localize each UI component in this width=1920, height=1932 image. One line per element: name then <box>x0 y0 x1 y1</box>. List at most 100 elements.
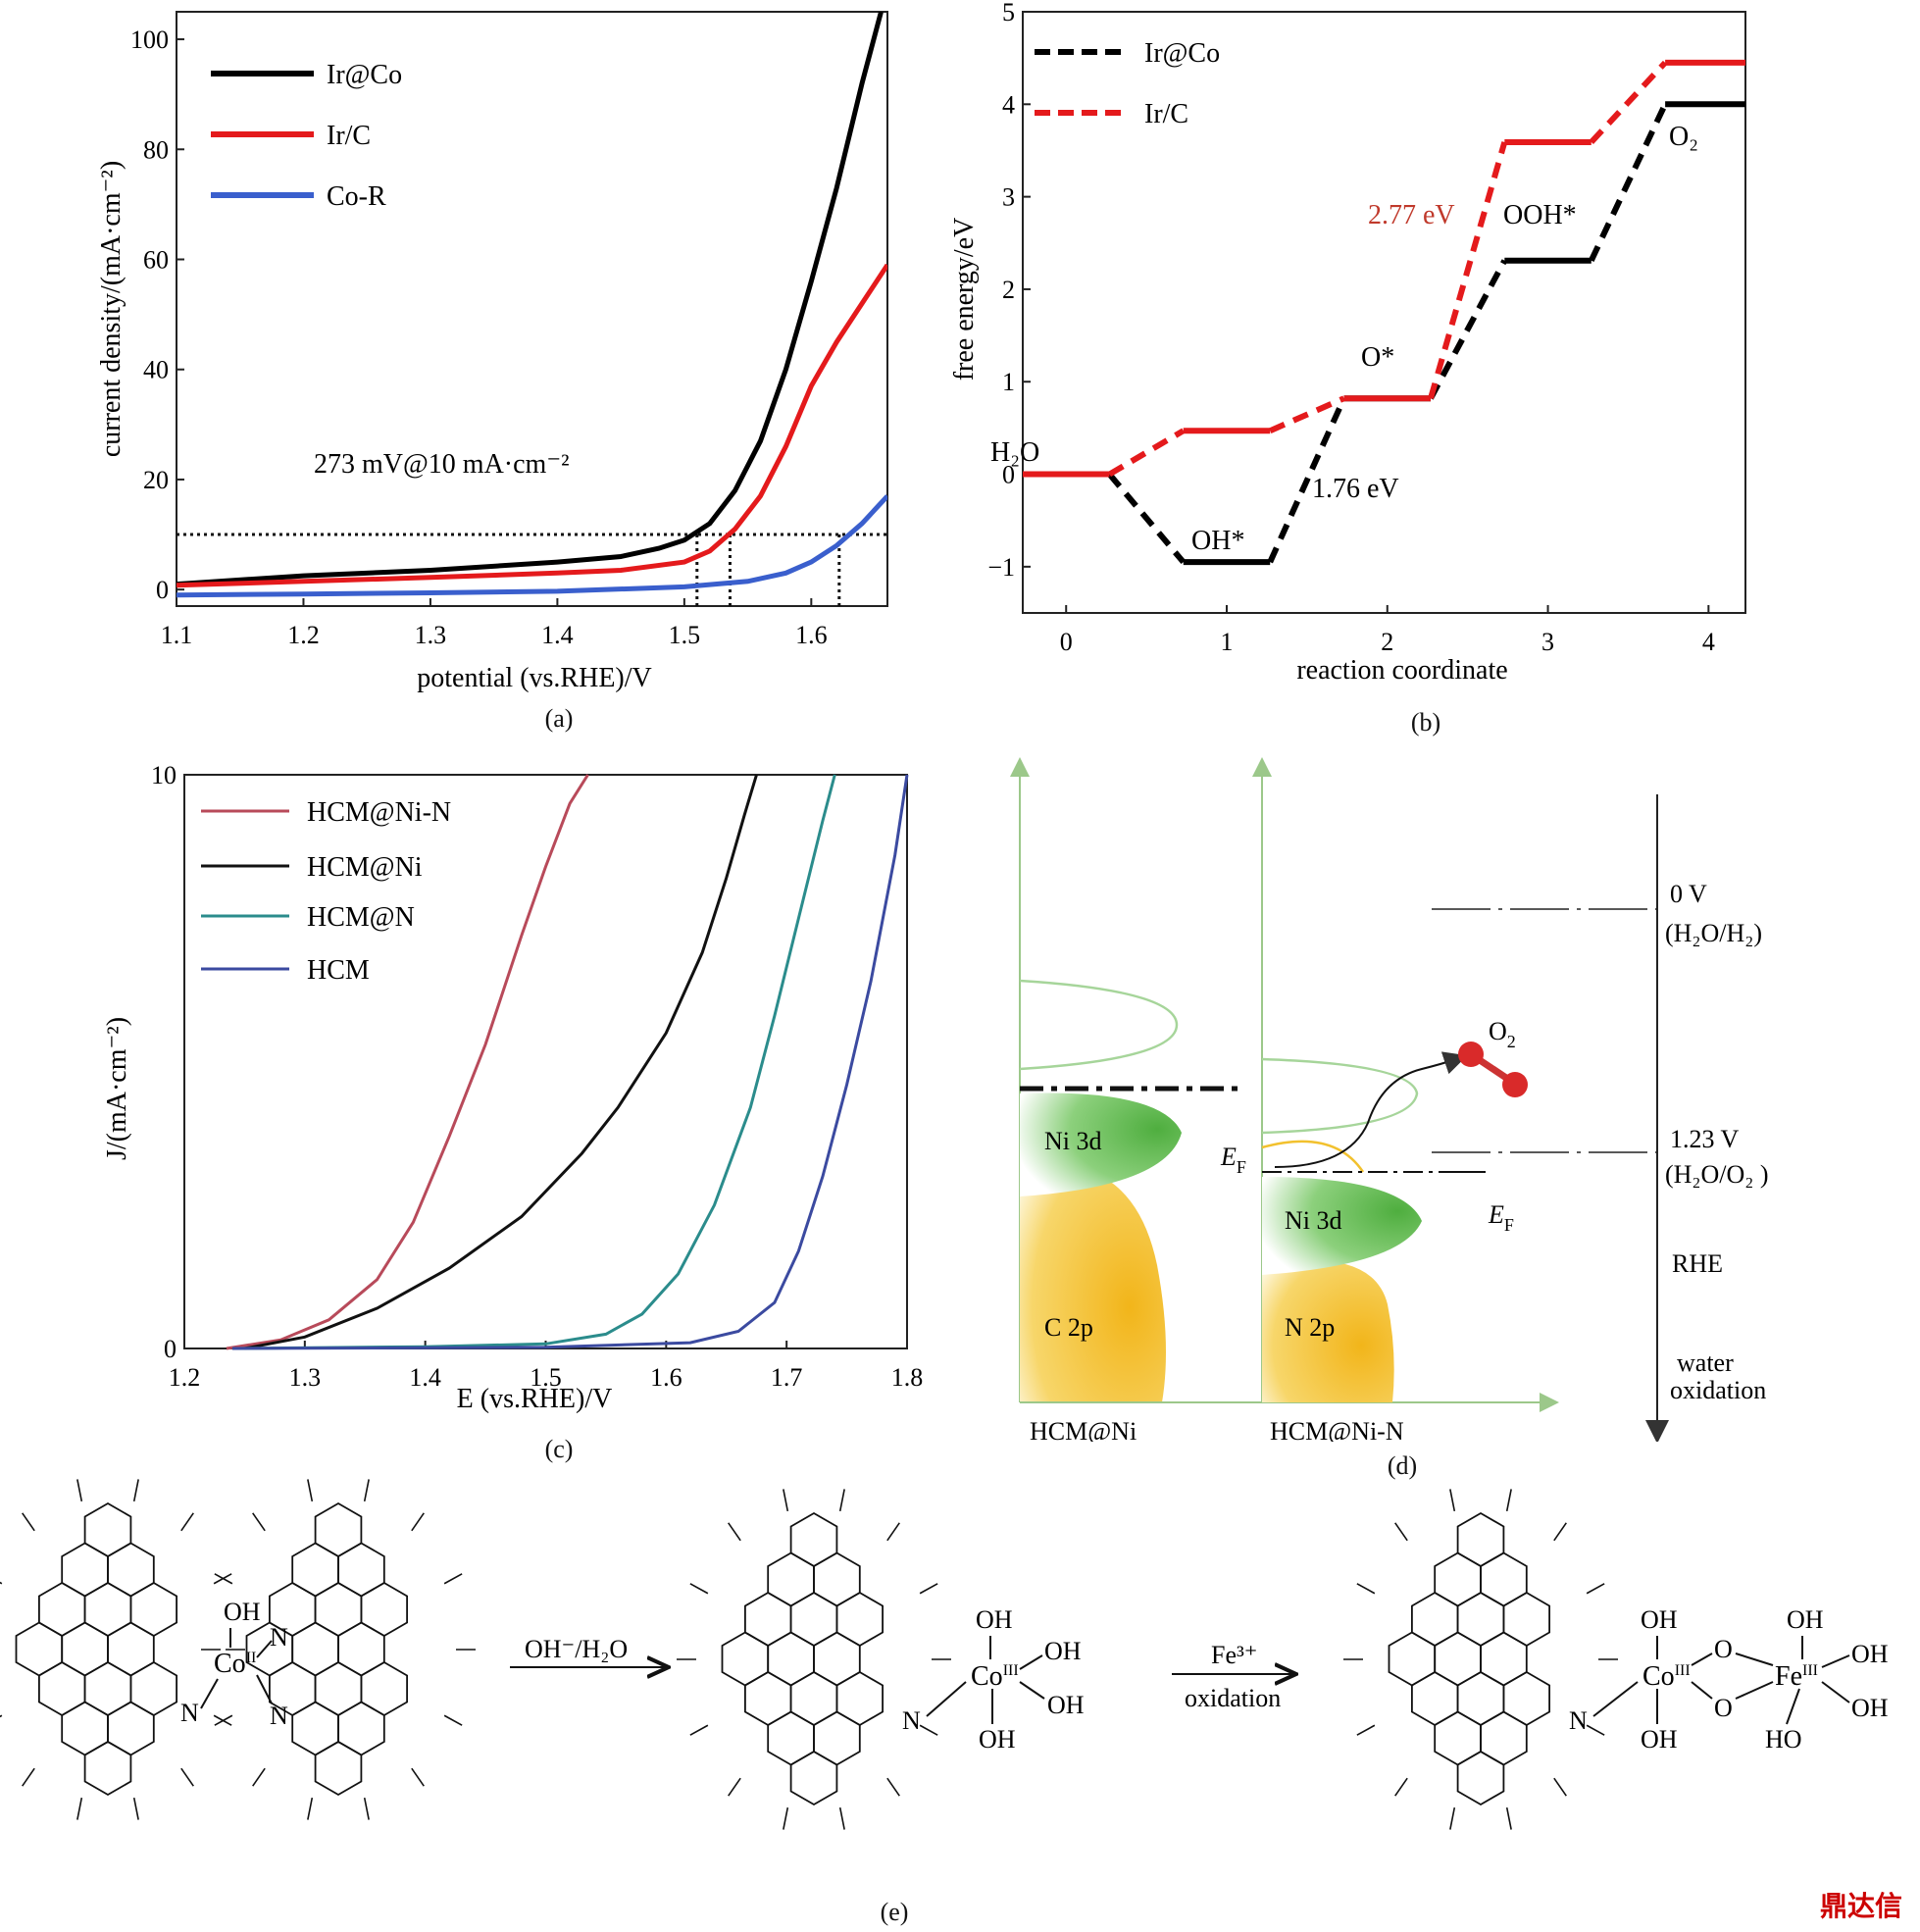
ring <box>1434 1551 1482 1607</box>
s1-co-label: CoII <box>214 1649 256 1679</box>
b-transition-Ir@Co <box>1428 259 1507 400</box>
s3-fe-label: FeIII <box>1775 1661 1818 1692</box>
ring-substituent <box>363 1797 370 1820</box>
b-transition-Ir/C <box>1589 60 1668 145</box>
ring-substituent <box>411 1767 425 1787</box>
ring <box>61 1701 109 1756</box>
s3-oh-bot: OH <box>1641 1725 1678 1754</box>
ring <box>314 1581 363 1638</box>
b-transition-Ir/C <box>1107 428 1186 478</box>
b-ytick-label: 3 <box>1002 183 1015 212</box>
b-xtick-label: 1 <box>1220 628 1233 656</box>
fermi-label-left: EF <box>1220 1143 1246 1177</box>
b-ytick-label: −1 <box>987 553 1015 582</box>
b-label-oh: OH* <box>1191 526 1244 556</box>
watermark-logo: 鼎达信 <box>1819 1890 1902 1922</box>
left-empty-state-band <box>1019 979 1179 1071</box>
right-p-band <box>1262 1260 1394 1402</box>
ring <box>789 1591 838 1648</box>
ring-substituent <box>1394 1522 1408 1542</box>
ring <box>314 1740 363 1797</box>
ring <box>1434 1631 1482 1687</box>
ring <box>813 1631 861 1687</box>
chart-c: 1.2 1.3 1.4 1.5 1.6 1.7 1.8 0 10 HCM@Ni-N HCM@Ni HC… <box>102 761 923 1414</box>
a-ytick-label: 0 <box>156 576 169 604</box>
chart-a: 1.1 1.2 1.3 1.4 1.5 1.6 0 20 40 60 80 100 273 mV@10 … <box>96 11 888 693</box>
ring <box>83 1660 132 1717</box>
b-ytick-label: 0 <box>1002 461 1015 489</box>
ring-substituent <box>132 1479 139 1502</box>
a-xtick-label: 1.6 <box>795 621 828 649</box>
ring <box>789 1670 838 1727</box>
right-column-label: HCM@Ni-N <box>1270 1417 1404 1442</box>
right-empty-state-band <box>1261 1057 1419 1135</box>
b-transition-Ir@Co <box>1589 103 1668 262</box>
ring <box>1388 1631 1437 1687</box>
c-xtick-label: 1.3 <box>289 1363 322 1392</box>
ring <box>1456 1511 1505 1568</box>
ring-substituent <box>689 1583 709 1595</box>
ring <box>1411 1591 1459 1648</box>
ring-substituent <box>0 1714 3 1718</box>
s1-n-left: N <box>180 1699 199 1727</box>
a-ylabel: current density/(mA·cm⁻²) <box>96 161 126 457</box>
s2-bond-oh2 <box>1019 1654 1043 1670</box>
s2-oh2: OH <box>1044 1637 1082 1665</box>
molecule-rings <box>0 1479 1618 1830</box>
ring <box>1502 1591 1550 1648</box>
b-transition-Ir/C <box>1269 395 1345 433</box>
c-xtick-label: 1.6 <box>650 1363 682 1392</box>
b-xlabel: reaction coordinate <box>1296 655 1507 686</box>
ring-substituent <box>1356 1583 1376 1595</box>
s2-oh4: OH <box>979 1725 1016 1754</box>
b-ytick-label: 2 <box>1002 276 1015 304</box>
b-ylabel: free energy/eV <box>949 218 980 381</box>
ring <box>744 1591 792 1648</box>
right-d-tail <box>1261 1140 1365 1173</box>
ring-substituent <box>252 1767 266 1787</box>
b-annotation-ir-c: 2.77 eV <box>1368 200 1455 230</box>
left-d-band-label: Ni 3d <box>1044 1127 1102 1155</box>
ring <box>291 1621 339 1677</box>
ring <box>314 1501 363 1558</box>
left-p-band <box>1020 1164 1166 1402</box>
b-ytick-label: 5 <box>1002 0 1015 26</box>
ring <box>83 1581 132 1638</box>
caption-a: (a) <box>544 704 574 733</box>
a-xtick-label: 1.2 <box>287 621 320 649</box>
ring-substituent <box>728 1522 741 1542</box>
ring-substituent <box>1449 1489 1456 1512</box>
ring <box>744 1670 792 1727</box>
ring <box>129 1660 177 1717</box>
a-xtick-label: 1.3 <box>415 621 447 649</box>
s3-n-label: N <box>1569 1706 1588 1735</box>
ring <box>1502 1670 1550 1727</box>
ring-substituent <box>1356 1724 1376 1736</box>
ring <box>1456 1670 1505 1727</box>
a-annotation: 273 mV@10 mA·cm⁻² <box>314 449 570 480</box>
s3-oh-top: OH <box>1641 1605 1678 1634</box>
c-ytick-label: 0 <box>164 1335 177 1363</box>
ring <box>813 1710 861 1766</box>
ring <box>1456 1750 1505 1806</box>
c-xtick-label: 1.2 <box>169 1363 201 1392</box>
ring <box>337 1701 385 1756</box>
water-oxidation-line1: water <box>1677 1348 1734 1377</box>
ring-substituent <box>214 1714 233 1726</box>
ring <box>38 1660 86 1717</box>
a-legend-label: Co-R <box>327 181 386 212</box>
ring-substituent <box>76 1797 83 1820</box>
a-xtick-label: 1.1 <box>161 621 193 649</box>
s2-n-label: N <box>902 1706 921 1735</box>
b-plot-frame <box>1022 11 1746 614</box>
ring-substituent <box>363 1479 370 1502</box>
s2-bond-oh3 <box>1019 1681 1045 1700</box>
s2-bond-n <box>926 1681 967 1717</box>
ring-substituent <box>1553 1777 1567 1797</box>
b-label-o2: O₂ <box>1669 122 1698 152</box>
ring <box>83 1501 132 1558</box>
ring <box>789 1750 838 1806</box>
b-transition-Ir/C <box>1428 141 1508 400</box>
a-series-Ir@Co <box>177 12 884 587</box>
zero-v-value: 0 V <box>1670 880 1707 908</box>
